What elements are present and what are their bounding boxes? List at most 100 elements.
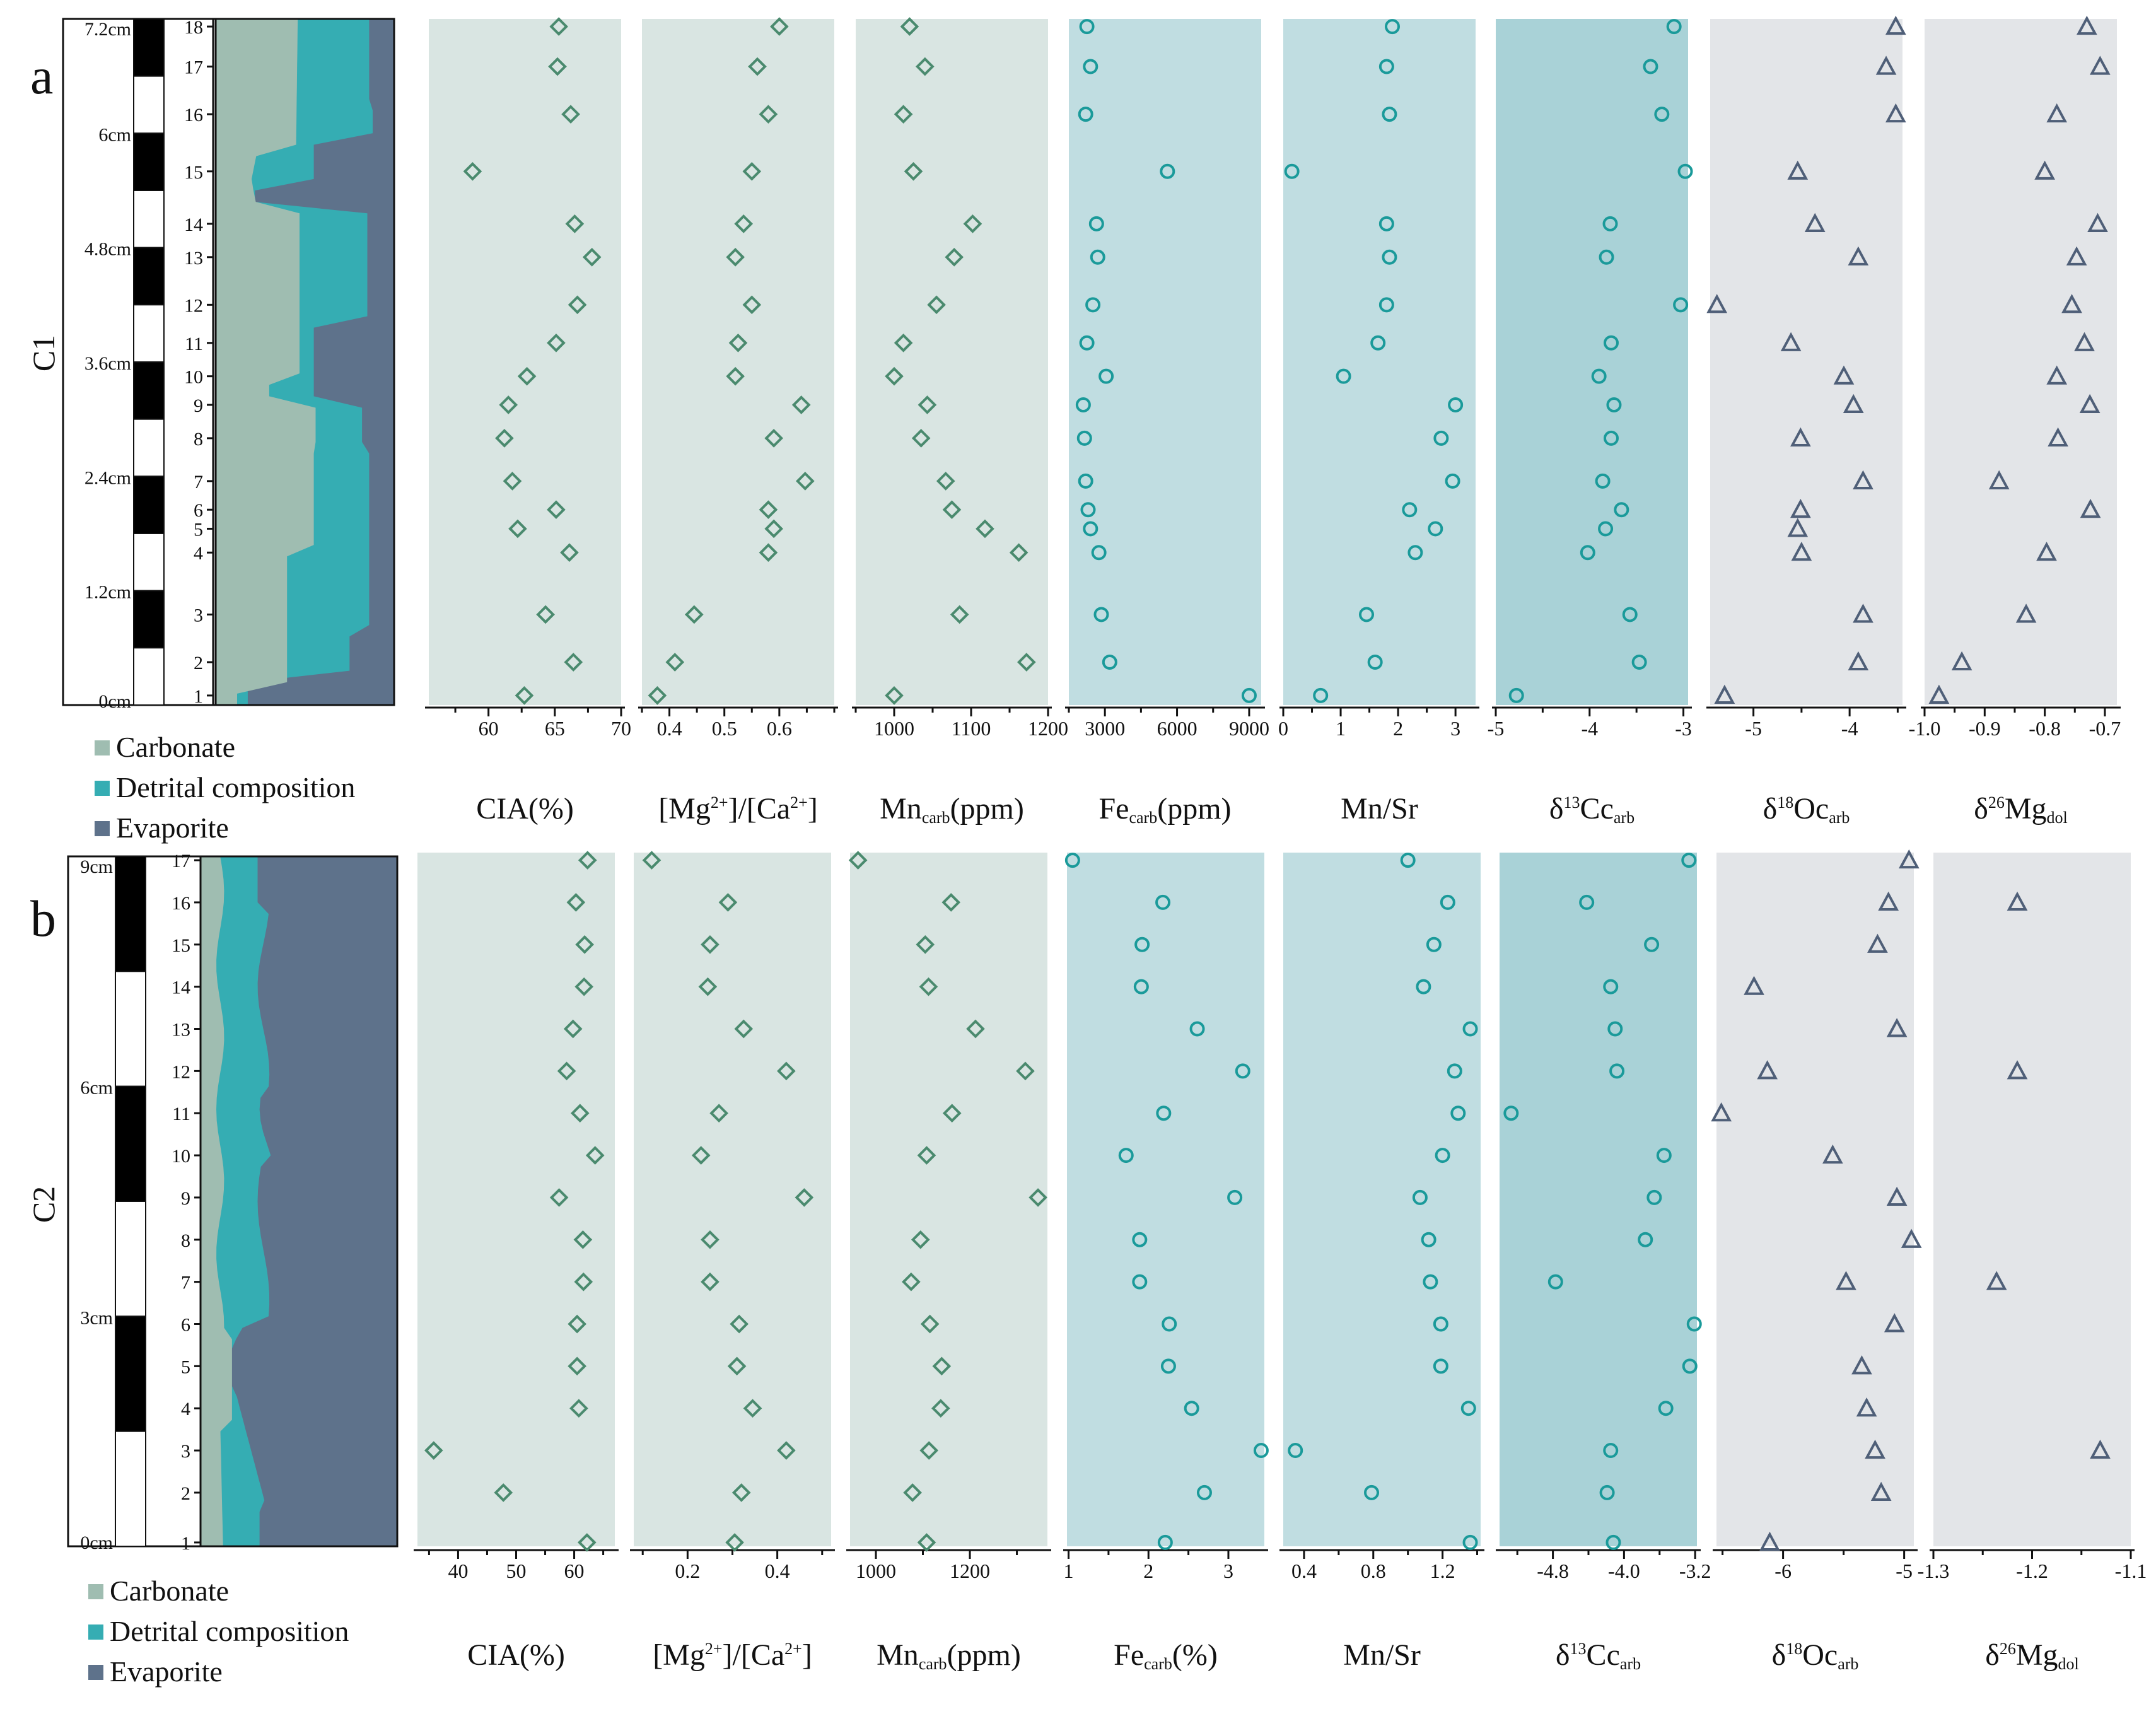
data-point-triangle (1901, 1228, 1922, 1248)
scale-bar-segment (133, 190, 165, 248)
scale-bar-segment (133, 132, 165, 191)
depth-label: 3cm (80, 1307, 113, 1328)
data-point-circle (1604, 335, 1619, 351)
data-point-triangle (1867, 933, 1888, 953)
tick-label: 3 (1450, 717, 1460, 740)
data-point-diamond (536, 605, 555, 624)
data-point-circle (1673, 297, 1689, 313)
data-point-diamond (701, 1230, 720, 1249)
tick-label: 1000 (856, 1560, 896, 1582)
depth-label: 4.8cm (84, 239, 131, 260)
data-point-circle (1079, 19, 1095, 35)
scale-bar-segment (133, 247, 165, 306)
data-point-diamond (570, 1104, 590, 1123)
depth-label: 6cm (80, 1078, 113, 1099)
data-point-diamond (642, 851, 661, 870)
data-point-diamond (770, 17, 789, 36)
column-0: 40 50 60 CIA(%) (414, 851, 619, 1672)
data-point-circle (1605, 1534, 1621, 1550)
data-point-diamond (941, 893, 961, 912)
data-point-circle (1599, 1484, 1615, 1500)
data-point-circle (1435, 1148, 1450, 1164)
data-point-diamond (568, 295, 587, 315)
column-5: -4.8 -4.0 -3.2 δ13Ccarb (1496, 853, 1711, 1673)
column-1: 0.2 0.4 [Mg2+]/[Ca2+] (630, 851, 835, 1672)
data-point-circle (1412, 1189, 1428, 1205)
data-point-circle (1604, 430, 1619, 446)
sample-number: 16 (172, 893, 190, 914)
data-point-circle (1156, 1105, 1172, 1121)
data-point-diamond (927, 295, 946, 315)
data-point-circle (1083, 59, 1098, 74)
data-point-diamond (945, 247, 964, 267)
tick-label: -1.1 (2115, 1560, 2147, 1582)
data-point-diamond (764, 519, 783, 539)
data-point-circle (1591, 368, 1607, 384)
data-point-diamond (568, 1314, 586, 1334)
data-point-circle (1090, 249, 1105, 265)
data-point-diamond (575, 935, 594, 954)
depth-label: 2.4cm (84, 467, 131, 488)
data-point-circle (1134, 936, 1150, 952)
data-point-diamond (574, 1272, 593, 1292)
data-point-diamond (1009, 543, 1028, 563)
data-point-diamond (463, 161, 482, 181)
data-point-triangle (1787, 160, 1809, 180)
scale-bar-segment (115, 971, 146, 1087)
tick-label: 1000 (874, 717, 914, 740)
data-point-triangle (1875, 55, 1897, 75)
data-point-diamond (743, 1399, 762, 1418)
data-point-circle (1580, 545, 1595, 561)
column-title: Fecarb(ppm) (1098, 792, 1231, 827)
sample-number: 15 (172, 935, 190, 956)
legend-carbonate: Carbonate (116, 731, 235, 763)
data-point-triangle (2007, 1060, 2028, 1080)
data-point-diamond (560, 543, 579, 563)
column-background (429, 19, 621, 705)
data-point-triangle (2061, 294, 2082, 313)
data-point-circle (1445, 473, 1460, 489)
data-point-diamond (759, 543, 778, 563)
panel-label-b: b (30, 890, 56, 947)
data-point-triangle (1833, 365, 1855, 385)
data-point-triangle (1706, 294, 1728, 313)
legend-detrital-swatch (88, 1624, 103, 1640)
data-point-diamond (698, 977, 718, 996)
data-point-diamond (936, 472, 955, 491)
column-2: 1000 1200 Mncarb(ppm) (846, 851, 1051, 1673)
data-point-triangle (1744, 976, 1764, 995)
sample-number: 2 (194, 653, 203, 674)
data-point-diamond (718, 893, 738, 912)
sample-number: 15 (184, 162, 203, 183)
legend-c1: Carbonate Detrital composition Evaporite (95, 731, 355, 844)
data-point-circle (1160, 1358, 1176, 1374)
data-point-diamond (894, 105, 913, 124)
data-point-circle (1064, 853, 1080, 868)
data-point-diamond (748, 57, 767, 76)
data-point-triangle (2080, 499, 2101, 518)
depth-label: 0cm (98, 691, 131, 712)
data-point-triangle (2090, 1439, 2111, 1459)
column-6: -5 -4 δ18Ocarb (1706, 15, 1906, 827)
data-point-triangle (1988, 470, 2010, 489)
data-point-triangle (1848, 246, 1869, 265)
data-point-triangle (1851, 1355, 1872, 1375)
data-point-circle (1460, 1401, 1476, 1416)
data-point-diamond (582, 247, 602, 267)
depth-label: 9cm (80, 856, 113, 877)
data-point-diamond (915, 57, 935, 76)
lithology-column-c1: 7.2cm6cm4.8cm3.6cm2.4cm1.2cm0cm181716151… (62, 17, 395, 712)
data-point-circle (1359, 607, 1375, 622)
data-point-triangle (1780, 332, 1802, 351)
data-point-diamond (547, 500, 566, 520)
tick-label: 2 (1393, 717, 1403, 740)
data-point-circle (1450, 1105, 1466, 1121)
sample-number: 6 (181, 1314, 190, 1335)
scale-bar-segment (115, 1430, 146, 1548)
data-point-diamond (701, 1272, 720, 1292)
data-point-circle (1656, 1148, 1672, 1164)
data-point-diamond (911, 429, 931, 448)
data-point-diamond (725, 1533, 744, 1552)
data-point-circle (1076, 430, 1092, 446)
tick-label: -1.2 (2016, 1560, 2048, 1582)
